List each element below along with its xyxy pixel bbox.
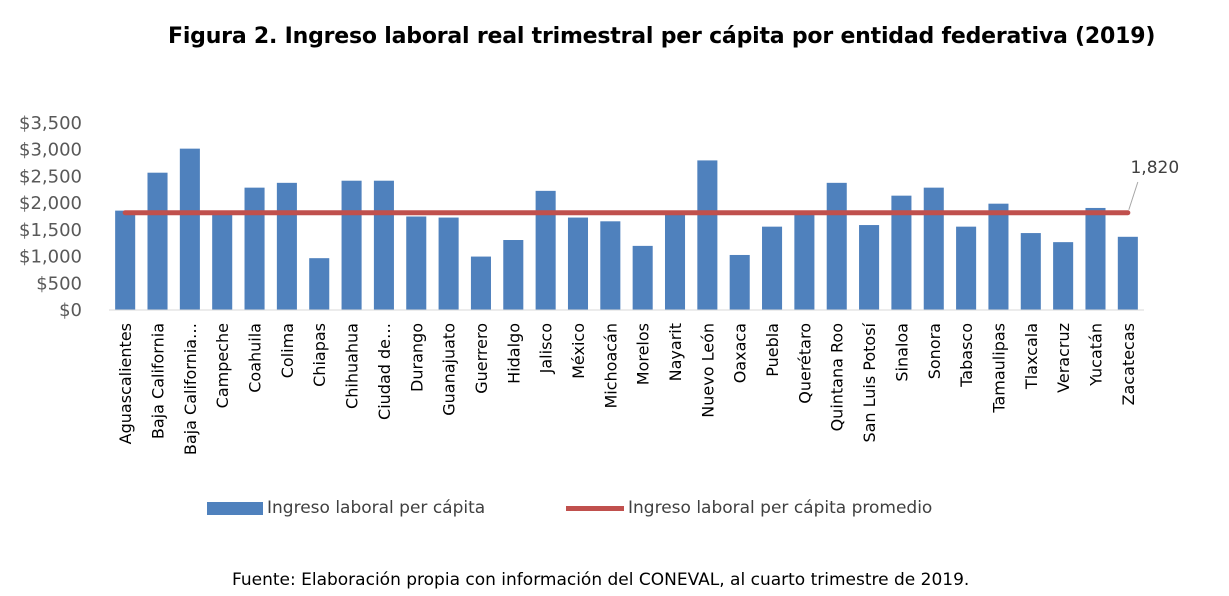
bar bbox=[276, 182, 297, 310]
bar bbox=[341, 180, 362, 310]
bar-series bbox=[115, 148, 1138, 310]
y-tick-label: $500 bbox=[36, 273, 82, 294]
bar bbox=[600, 221, 621, 310]
bar bbox=[179, 148, 200, 310]
bar bbox=[147, 172, 168, 310]
chart-title: Figura 2. Ingreso laboral real trimestra… bbox=[168, 24, 1156, 49]
x-tick-label: Zacatecas bbox=[1119, 323, 1138, 405]
average-data-label: 1,820 bbox=[1130, 158, 1179, 178]
legend-label-line: Ingreso laboral per cápita promedio bbox=[628, 498, 933, 518]
average-line-series: 1,820 bbox=[122, 158, 1179, 216]
bar bbox=[244, 187, 265, 310]
bar bbox=[1085, 207, 1106, 310]
bar bbox=[503, 240, 524, 310]
y-axis: $0 $500 $1,000 $1,500 $2,000 $2,500 $3,000 $3,5… bbox=[19, 113, 82, 321]
data-label-leader bbox=[1128, 181, 1139, 210]
x-tick-label: Puebla bbox=[763, 323, 782, 377]
legend-item-bar: Ingreso laboral per cápita bbox=[207, 498, 485, 518]
x-tick-label: Aguascalientes bbox=[116, 323, 135, 444]
bar bbox=[697, 160, 718, 310]
x-tick-label: México bbox=[569, 323, 588, 379]
x-tick-label: Nayarit bbox=[666, 323, 685, 381]
y-tick-label: $1,500 bbox=[19, 220, 82, 241]
x-tick-label: Jalisco bbox=[537, 323, 556, 374]
x-tick-label: Tamaulipas bbox=[989, 323, 1008, 414]
y-tick-label: $3,500 bbox=[19, 113, 82, 134]
x-tick-label: Michoacán bbox=[601, 323, 620, 409]
x-tick-label: Morelos bbox=[634, 323, 653, 385]
x-tick-label: Guerrero bbox=[472, 323, 491, 394]
x-tick-label: Durango bbox=[407, 323, 426, 392]
bar bbox=[470, 256, 491, 310]
x-tick-label: Tabasco bbox=[957, 323, 976, 388]
bar bbox=[891, 195, 912, 310]
y-tick-label: $1,000 bbox=[19, 247, 82, 268]
bar bbox=[988, 203, 1009, 310]
x-tick-label: Sinaloa bbox=[892, 323, 911, 382]
bar bbox=[115, 210, 136, 310]
x-tick-label: Yucatán bbox=[1086, 323, 1105, 387]
bar bbox=[212, 212, 233, 310]
x-tick-label: Querétaro bbox=[795, 323, 814, 404]
x-axis: Aguascalientes Baja California Baja Califo… bbox=[116, 322, 1138, 455]
bar bbox=[762, 226, 783, 310]
bar bbox=[859, 225, 880, 310]
y-tick-label: $0 bbox=[59, 300, 82, 321]
legend-item-line: Ingreso laboral per cápita promedio bbox=[566, 498, 932, 518]
legend-label-bar: Ingreso laboral per cápita bbox=[267, 498, 486, 518]
x-tick-label: Hidalgo bbox=[504, 323, 523, 384]
bar bbox=[664, 211, 686, 310]
x-tick-label: Campeche bbox=[213, 323, 232, 408]
x-tick-label: San Luis Potosí bbox=[860, 322, 879, 442]
bar bbox=[1117, 236, 1138, 310]
x-tick-label: Quintana Roo bbox=[828, 323, 847, 431]
bar bbox=[956, 226, 977, 310]
source-note: Fuente: Elaboración propia con informaci… bbox=[232, 570, 970, 590]
bar bbox=[567, 217, 589, 310]
x-tick-label: Veracruz bbox=[1054, 323, 1073, 393]
bar bbox=[373, 180, 394, 310]
x-tick-label: Ciudad de… bbox=[375, 323, 394, 420]
x-tick-label: Sonora bbox=[925, 323, 944, 379]
x-tick-label: Colima bbox=[278, 323, 297, 378]
y-tick-label: $2,000 bbox=[19, 193, 82, 214]
legend-swatch-bar bbox=[207, 501, 263, 515]
y-tick-label: $3,000 bbox=[19, 140, 82, 161]
bar bbox=[794, 212, 815, 310]
bar bbox=[729, 254, 750, 310]
bar bbox=[923, 187, 944, 310]
bar bbox=[1053, 242, 1074, 310]
bar bbox=[309, 258, 330, 310]
x-tick-label: Chiapas bbox=[310, 323, 329, 387]
x-tick-label: Chihuahua bbox=[343, 323, 362, 409]
x-tick-label: Tlaxcala bbox=[1022, 323, 1041, 390]
bar bbox=[1020, 233, 1041, 310]
bar bbox=[535, 190, 556, 310]
bar bbox=[438, 217, 459, 310]
legend: Ingreso laboral per cápita Ingreso labor… bbox=[0, 498, 1229, 522]
x-tick-label: Nuevo León bbox=[698, 323, 717, 418]
x-tick-label: Oaxaca bbox=[731, 323, 750, 383]
x-tick-label: Guanajuato bbox=[440, 323, 459, 416]
x-tick-label: Baja California… bbox=[181, 323, 200, 455]
x-tick-label: Baja California bbox=[149, 323, 168, 439]
y-tick-label: $2,500 bbox=[19, 166, 82, 187]
bar bbox=[826, 182, 847, 310]
x-tick-label: Coahuila bbox=[246, 323, 265, 393]
legend-swatch-line bbox=[566, 505, 624, 511]
bar bbox=[632, 245, 653, 310]
bar bbox=[406, 216, 427, 310]
